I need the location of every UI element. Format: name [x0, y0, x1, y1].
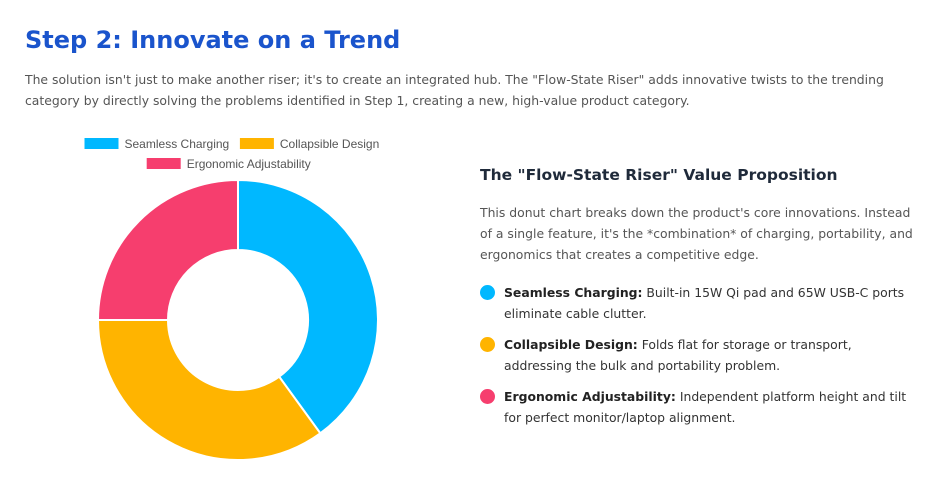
bullet-dot-icon [480, 337, 495, 352]
donut-slice-seamless-charging[interactable] [237, 178, 379, 435]
value-proposition-heading: The "Flow-State Riser" Value Proposition [480, 166, 838, 184]
legend-swatch [146, 158, 181, 169]
legend-label: Ergonomic Adjustability [187, 157, 311, 171]
bullet-dot-icon [480, 285, 495, 300]
legend-item-collapsible-design[interactable]: Collapsible Design [239, 137, 379, 151]
legend-label: Collapsible Design [280, 137, 379, 151]
bullet-dot-icon [480, 389, 495, 404]
intro-paragraph: The solution isn't just to make another … [25, 72, 884, 108]
value-proposition-panel: The "Flow-State Riser" Value Proposition… [480, 163, 920, 438]
page-title: Step 2: Innovate on a Trend [25, 26, 401, 54]
donut-chart-svg: Seamless Charging Collapsible Design Ergon… [84, 137, 379, 461]
feature-text: Folds flat for storage or transport, add… [504, 337, 852, 373]
feature-name: Ergonomic Adjustability: [504, 389, 676, 404]
feature-item-ergonomic-adjustability: Ergonomic Adjustability: Independent pla… [480, 386, 920, 428]
feature-list: Seamless Charging: Built-in 15W Qi pad a… [480, 282, 920, 428]
feature-item-seamless-charging: Seamless Charging: Built-in 15W Qi pad a… [480, 282, 920, 324]
legend-swatch [84, 138, 119, 149]
legend-item-ergonomic-adjustability[interactable]: Ergonomic Adjustability [146, 157, 311, 171]
donut-slice-ergonomic-adjustability[interactable] [96, 178, 239, 321]
donut-slice-collapsible-design[interactable] [96, 319, 322, 461]
legend-swatch [239, 138, 274, 149]
legend-label: Seamless Charging [125, 137, 230, 151]
donut-chart: Seamless Charging Collapsible Design Ergon… [60, 130, 420, 470]
feature-text: Built-in 15W Qi pad and 65W USB-C ports … [504, 285, 905, 321]
legend-item-seamless-charging[interactable]: Seamless Charging [84, 137, 230, 151]
feature-item-collapsible-design: Collapsible Design: Folds flat for stora… [480, 334, 920, 376]
value-proposition-description: This donut chart breaks down the product… [480, 205, 913, 262]
feature-name: Collapsible Design: [504, 337, 638, 352]
feature-name: Seamless Charging: [504, 285, 643, 300]
feature-text: Independent platform height and tilt for… [504, 389, 907, 425]
